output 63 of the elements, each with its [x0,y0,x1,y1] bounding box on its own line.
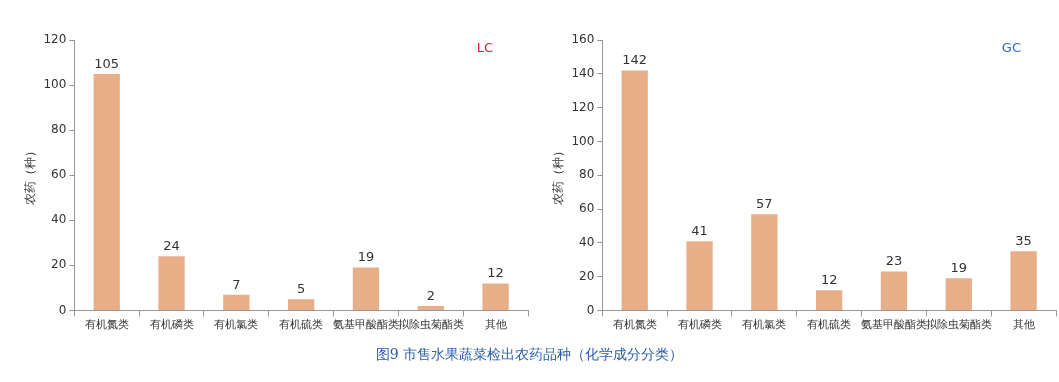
x-tick-label: 氨基甲酸酯类 [332,318,399,331]
data-label: 7 [232,276,241,292]
data-label: 24 [163,238,180,254]
bar [1010,251,1037,310]
annotation: GC [1001,40,1021,56]
bar [751,214,778,310]
x-tick-label: 有机氯类 [214,318,259,331]
bar [352,267,380,310]
y-tick-label: 80 [579,167,595,182]
y-tick-label: 100 [43,77,67,92]
data-label: 142 [622,52,648,68]
x-tick-label: 有机硫类 [807,318,852,331]
data-label: 57 [756,196,773,212]
bar [945,278,972,310]
data-label: 12 [820,272,838,288]
y-tick-label: 60 [579,201,595,216]
x-tick-label: 拟除虫菊酯类 [397,318,464,331]
x-tick-label: 其他 [484,318,507,331]
x-tick-label: 有机氯类 [742,318,787,331]
data-label: 19 [950,260,968,276]
data-label: 5 [297,281,306,297]
bar [621,70,648,310]
bar [417,305,444,310]
y-tick-label: 100 [571,133,595,148]
y-tick-label: 140 [571,66,595,81]
data-label: 23 [885,253,903,269]
bar [223,294,250,310]
bar [816,290,843,310]
data-label: 2 [426,287,435,303]
y-tick-label: 20 [579,268,595,283]
y-axis-title: 农药（种） [551,145,566,206]
bar [686,241,713,310]
bar [158,256,185,310]
y-tick-label: 120 [43,32,67,47]
x-tick-label: 有机氮类 [84,318,129,331]
bar [880,271,908,310]
y-tick-label: 120 [571,99,595,114]
y-tick-label: 40 [579,234,595,249]
data-label: 41 [691,223,708,239]
x-tick-label: 氨基甲酸酯类 [860,318,927,331]
y-tick-label: 80 [51,122,67,137]
data-label: 12 [487,265,504,281]
y-tick-label: 0 [58,302,67,317]
y-axis-title: 农药（种） [23,145,38,206]
y-tick-label: 60 [51,167,67,182]
y-tick-label: 40 [51,212,67,227]
y-tick-label: 160 [571,32,595,47]
x-tick-label: 其他 [1012,318,1035,331]
bar [93,73,120,310]
data-label: 35 [1015,233,1032,249]
x-tick-label: 有机硫类 [279,318,324,331]
data-label: 105 [94,55,120,71]
caption: 图9 市售水果蔬菜检出农药品种（化学成分分类） [374,346,685,364]
y-tick-label: 20 [51,257,67,272]
annotation: LC [476,40,493,56]
x-tick-label: 有机磷类 [677,318,722,331]
x-tick-label: 有机磷类 [149,318,194,331]
data-label: 19 [357,249,375,265]
bar [482,283,509,310]
x-tick-label: 有机氮类 [612,318,657,331]
x-tick-label: 拟除虫菊酯类 [925,318,992,331]
y-tick-label: 0 [586,302,595,317]
bar [288,299,315,310]
